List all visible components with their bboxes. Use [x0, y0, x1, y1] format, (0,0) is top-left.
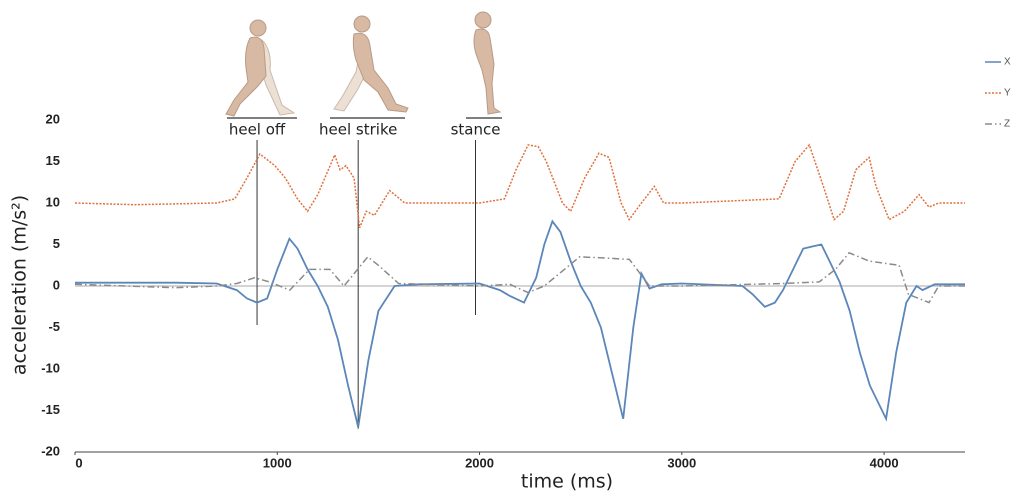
y-tick-label: -5	[48, 319, 60, 334]
y-tick-label: 0	[53, 277, 60, 292]
figure-heel-off	[225, 19, 297, 119]
annotation-label: heel strike	[319, 121, 397, 139]
y-tick-label: 20	[46, 111, 60, 126]
x-tick-label: 0	[75, 455, 82, 470]
y-tick-label: 15	[46, 153, 60, 168]
annotation-label: heel off	[229, 121, 286, 139]
series-line	[75, 219, 965, 428]
x-axis-title: time (ms)	[521, 471, 613, 493]
series-line	[74, 251, 965, 304]
annotation-label: stance	[451, 121, 501, 139]
y-tick-label: -15	[41, 402, 60, 417]
y-axis-title: acceleration (m/s²)	[9, 195, 31, 375]
x-tick-label: 3000	[667, 455, 696, 470]
figure-heel-strike	[330, 15, 409, 119]
series-line	[74, 143, 965, 229]
legend-label: Z	[1004, 119, 1010, 130]
y-tick-label: 10	[46, 194, 60, 209]
x-tick-label: 4000	[870, 455, 899, 470]
y-tick-label: -20	[41, 443, 60, 458]
y-tick-label: 5	[53, 236, 60, 251]
legend-label: Y	[1004, 88, 1011, 99]
x-tick-label: 1000	[263, 455, 292, 470]
y-tick-label: -10	[41, 360, 60, 375]
x-tick-label: 2000	[465, 455, 494, 470]
figure-stance	[466, 11, 502, 119]
legend-label: X	[1004, 57, 1011, 68]
